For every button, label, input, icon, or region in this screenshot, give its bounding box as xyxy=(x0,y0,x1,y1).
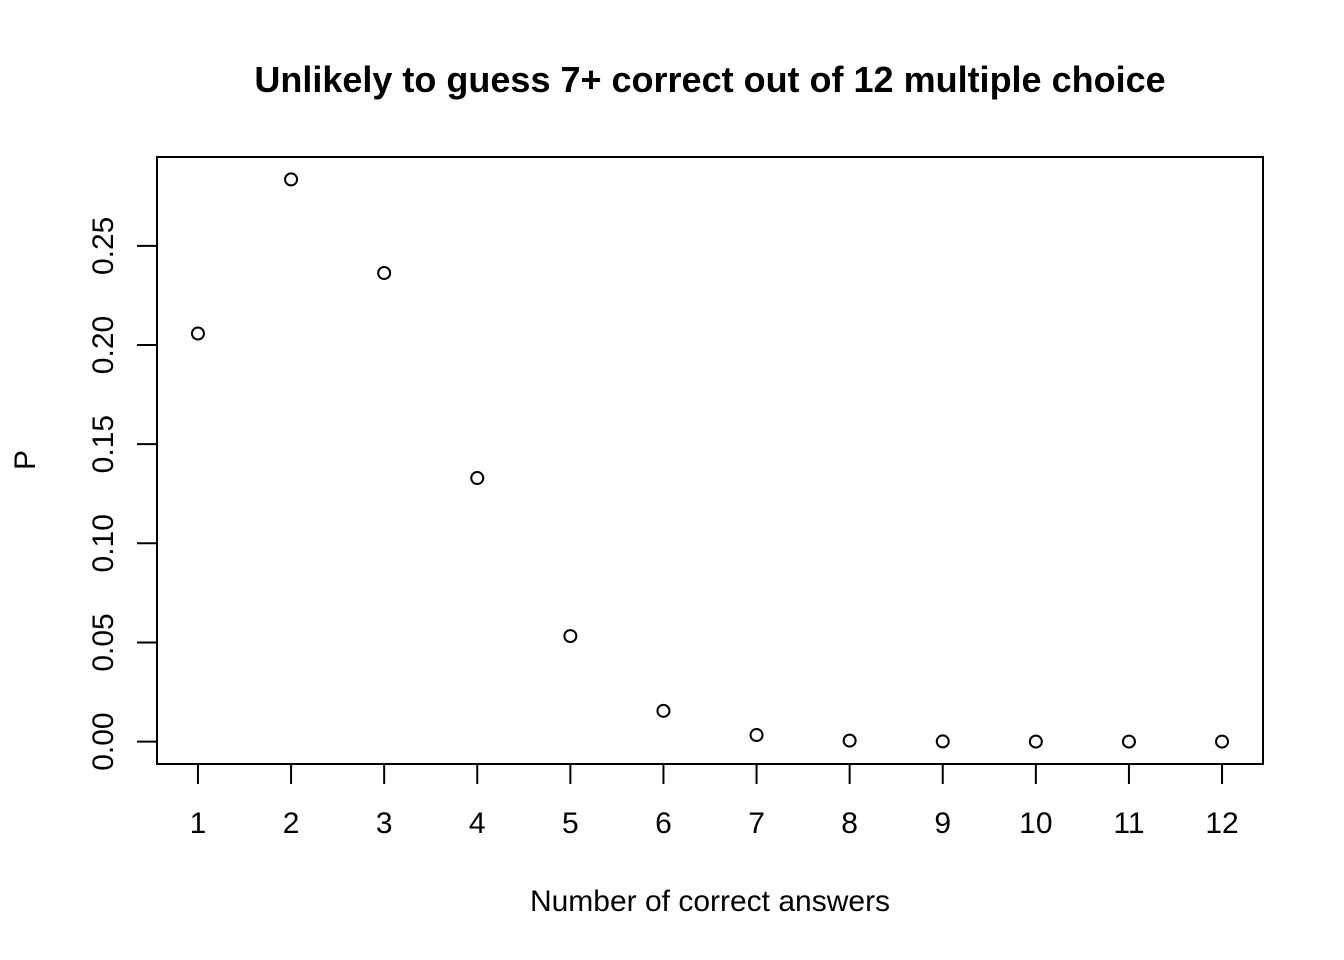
y-tick-label: 0.05 xyxy=(87,613,120,671)
y-tick-label: 0.15 xyxy=(87,415,120,473)
x-tick-label: 10 xyxy=(1019,807,1052,840)
x-axis-label: Number of correct answers xyxy=(530,885,890,918)
x-tick-label: 8 xyxy=(841,807,858,840)
data-point xyxy=(284,172,299,187)
data-point xyxy=(563,629,578,644)
data-point xyxy=(1215,734,1230,749)
x-tick-label: 3 xyxy=(376,807,393,840)
y-tick-label: 0.25 xyxy=(87,217,120,275)
plot-frame xyxy=(156,156,1264,765)
data-point xyxy=(656,703,671,718)
data-point xyxy=(1028,734,1043,749)
x-tick-label: 9 xyxy=(934,807,951,840)
x-axis: 1 2 3 4 5 6 7 8 9 10 11 12 xyxy=(190,763,1239,840)
data-point xyxy=(749,728,764,743)
x-tick-label: 4 xyxy=(469,807,486,840)
x-tick-label: 2 xyxy=(283,807,300,840)
y-tick-label: 0.10 xyxy=(87,514,120,572)
x-tick-label: 7 xyxy=(748,807,765,840)
x-tick-label: 5 xyxy=(562,807,579,840)
x-tick-label: 11 xyxy=(1113,807,1144,840)
x-tick-label: 12 xyxy=(1205,807,1238,840)
data-point xyxy=(470,471,485,486)
y-axis: 0.00 0.05 0.10 0.15 0.20 0.25 xyxy=(87,217,158,771)
data-point xyxy=(1121,734,1136,749)
data-point xyxy=(935,734,950,749)
x-tick-label: 6 xyxy=(655,807,672,840)
data-point xyxy=(377,266,392,281)
x-tick-label: 1 xyxy=(190,807,207,840)
chart-title: Unlikely to guess 7+ correct out of 12 m… xyxy=(254,59,1165,100)
data-point xyxy=(842,733,857,748)
y-axis-label: P xyxy=(9,450,42,470)
y-tick-label: 0.20 xyxy=(87,316,120,374)
y-tick-label: 0.00 xyxy=(87,712,120,770)
data-points xyxy=(190,172,1230,749)
data-point xyxy=(190,326,205,341)
